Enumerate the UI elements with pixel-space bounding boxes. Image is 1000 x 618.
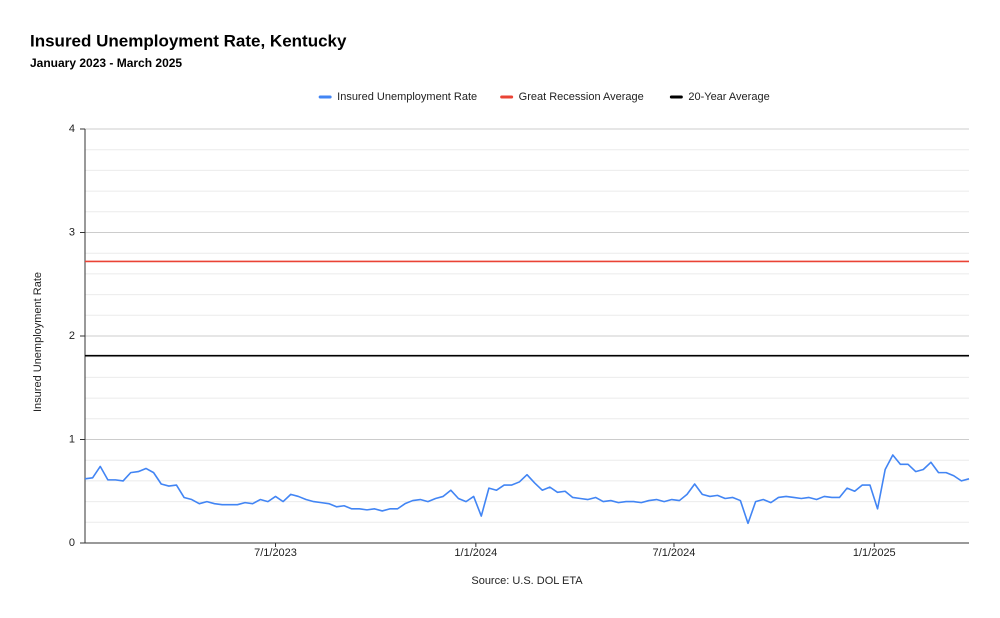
y-tick-label: 0 bbox=[69, 537, 75, 549]
legend-label: Insured Unemployment Rate bbox=[337, 91, 477, 103]
legend-label: Great Recession Average bbox=[519, 91, 644, 103]
x-tick-label: 7/1/2024 bbox=[653, 547, 696, 559]
y-tick-label: 3 bbox=[69, 226, 75, 238]
chart-title: Insured Unemployment Rate, Kentucky bbox=[30, 31, 347, 50]
y-tick-label: 4 bbox=[69, 123, 75, 135]
legend-label: 20-Year Average bbox=[688, 91, 769, 103]
y-tick-label: 1 bbox=[69, 433, 75, 445]
x-tick-label: 1/1/2024 bbox=[454, 547, 497, 559]
source-note: Source: U.S. DOL ETA bbox=[471, 575, 583, 587]
chart-subtitle: January 2023 - March 2025 bbox=[30, 56, 182, 70]
x-tick-label: 7/1/2023 bbox=[254, 547, 297, 559]
series-line bbox=[84, 454, 970, 525]
x-tick-label: 1/1/2025 bbox=[853, 547, 896, 559]
y-axis-label: Insured Unemployment Rate bbox=[32, 272, 44, 412]
y-tick-label: 2 bbox=[69, 330, 75, 342]
